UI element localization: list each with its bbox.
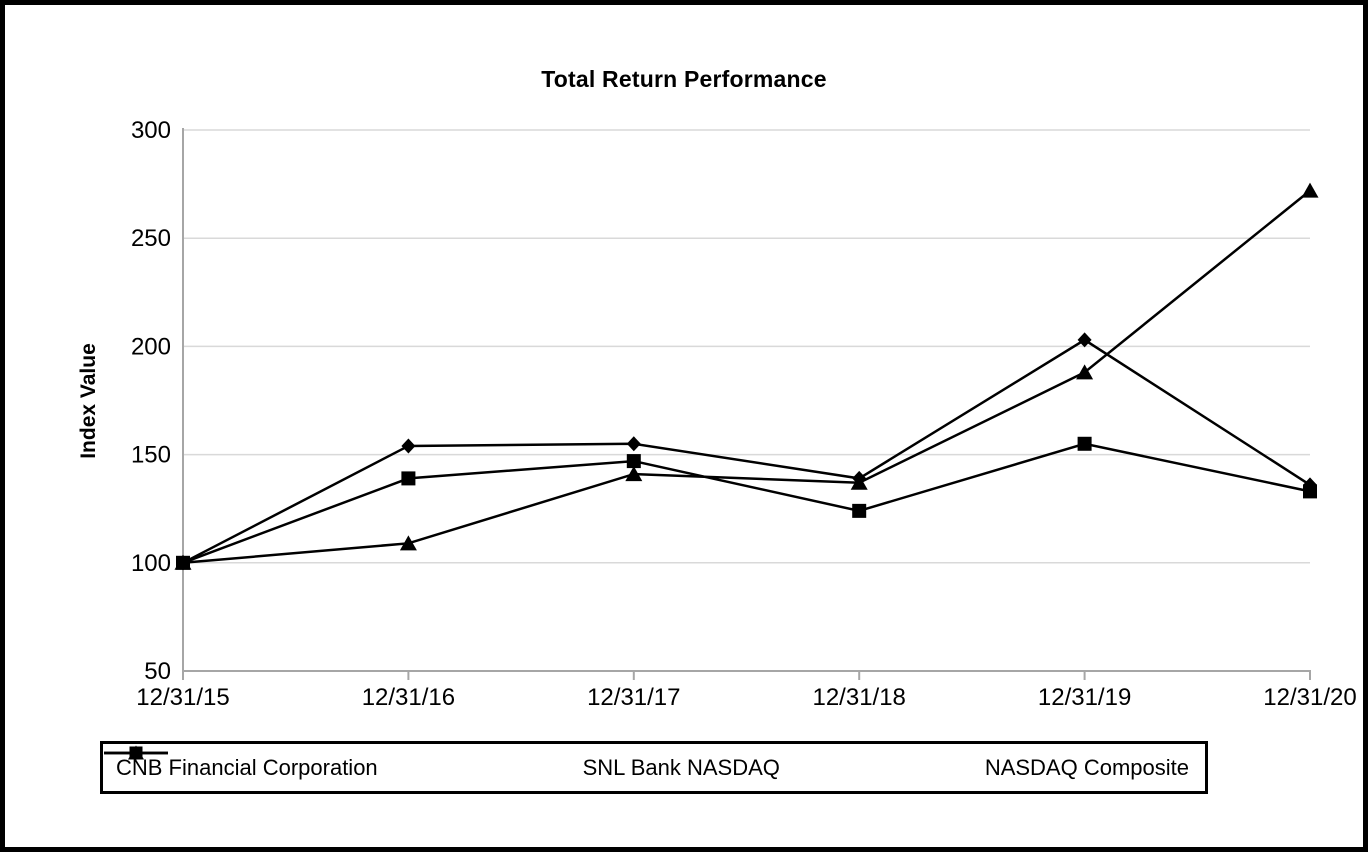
legend-label: SNL Bank NASDAQ (582, 754, 780, 780)
triangle-marker-icon (104, 745, 168, 760)
legend-item-nasdaq-composite: NASDAQ Composite (104, 745, 1189, 781)
svg-text:12/31/19: 12/31/19 (1038, 684, 1131, 711)
svg-text:12/31/15: 12/31/15 (136, 684, 229, 711)
svg-text:200: 200 (131, 333, 171, 360)
legend-label: CNB Financial Corporation (116, 754, 378, 780)
svg-text:12/31/16: 12/31/16 (362, 684, 455, 711)
svg-text:12/31/17: 12/31/17 (587, 684, 680, 711)
svg-text:12/31/20: 12/31/20 (1263, 684, 1356, 711)
plot-area: 50 100 150 200 250 300 12/31/15 12/31/16 12/31/1… (131, 117, 1357, 711)
svg-text:50: 50 (144, 658, 171, 685)
legend-item-snl-bank-nasdaq: SNL Bank NASDAQ (104, 746, 780, 781)
svg-text:250: 250 (131, 225, 171, 252)
svg-text:100: 100 (131, 550, 171, 577)
svg-text:12/31/18: 12/31/18 (812, 684, 905, 711)
chart-title: Total Return Performance (541, 66, 827, 92)
legend-label: NASDAQ Composite (984, 754, 1189, 780)
svg-text:150: 150 (131, 442, 171, 469)
legend: CNB Financial Corporation SNL Bank NASDA… (100, 741, 1208, 794)
svg-text:300: 300 (131, 117, 171, 144)
